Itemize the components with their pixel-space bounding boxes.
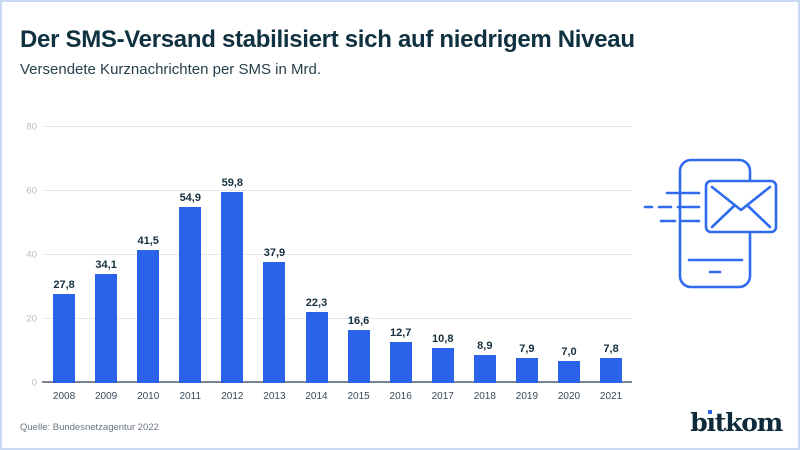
envelope-lower-folds-icon xyxy=(710,204,772,229)
bar-value-label: 7,8 xyxy=(603,343,619,356)
bar xyxy=(53,294,76,383)
bar-column: 27,8 2008 xyxy=(43,127,85,402)
x-tick-label: 2020 xyxy=(557,391,581,402)
grid-line xyxy=(43,126,632,127)
bar xyxy=(95,273,118,383)
bars: 27,8 2008 34,1 2009 41,5 2010 54,9 2011 59,8 2012… xyxy=(43,127,632,402)
bar-value-label: 16,6 xyxy=(347,314,370,327)
bar-column: 37,9 2013 xyxy=(253,127,295,402)
x-tick-label: 2018 xyxy=(473,391,496,402)
x-tick-label: 2021 xyxy=(599,391,623,402)
envelope-outline-icon xyxy=(704,179,778,234)
bar-column: 12,7 2016 xyxy=(380,127,422,402)
bar-value-label: 37,9 xyxy=(263,246,286,259)
x-axis-line xyxy=(42,381,632,383)
bar xyxy=(137,250,160,383)
source-note: Quelle: Bundesnetzagentur 2022 xyxy=(20,422,159,433)
bar-column: 7,0 2020 xyxy=(548,127,590,402)
bar-column: 34,1 2009 xyxy=(85,127,127,402)
x-tick-label: 2014 xyxy=(305,391,328,402)
x-tick-label: 2008 xyxy=(52,391,76,402)
bar-value-label: 12,7 xyxy=(389,327,412,340)
bar xyxy=(263,261,286,383)
x-tick-label: 2009 xyxy=(94,391,118,402)
x-tick-label: 2015 xyxy=(347,391,370,402)
bar xyxy=(515,357,538,383)
bar xyxy=(179,207,202,383)
bar-column: 54,9 2011 xyxy=(169,127,211,402)
y-tick-label: 80 xyxy=(26,121,37,133)
x-tick-label: 2013 xyxy=(263,391,286,402)
bar-column: 22,3 2014 xyxy=(295,127,337,402)
x-tick-label: 2019 xyxy=(515,391,539,402)
bar-column: 41,5 2010 xyxy=(127,127,169,402)
bar-column: 7,9 2019 xyxy=(506,127,548,402)
x-tick-label: 2017 xyxy=(431,391,454,402)
bar xyxy=(431,348,454,383)
bar-value-label: 22,3 xyxy=(305,296,328,309)
bar-column: 10,8 2017 xyxy=(422,127,464,402)
bitkom-logo: bı tkom xyxy=(690,408,783,437)
bar-column: 7,8 2021 xyxy=(590,127,632,402)
bar xyxy=(347,329,370,383)
bar-column: 8,9 2018 xyxy=(464,127,506,402)
bar xyxy=(557,360,580,383)
bar-value-label: 7,0 xyxy=(561,345,577,358)
bar-value-label: 7,9 xyxy=(519,342,535,355)
bar-value-label: 54,9 xyxy=(179,192,201,205)
bar-value-label: 27,8 xyxy=(53,279,75,292)
x-tick-label: 2011 xyxy=(179,391,202,402)
x-tick-label: 2016 xyxy=(389,391,412,402)
bar-column: 16,6 2015 xyxy=(338,127,380,402)
plot-area: 0 20 40 60 80 27,8 2008 34,1 2009 41,5 2010 54,9 201… xyxy=(26,122,632,402)
bar-value-label: 8,9 xyxy=(477,339,493,352)
x-tick-label: 2012 xyxy=(221,391,244,402)
bar-value-label: 41,5 xyxy=(137,235,159,248)
bar xyxy=(305,311,328,383)
bar-value-label: 10,8 xyxy=(432,333,454,346)
page-title: Der SMS-Versand stabilisiert sich auf ni… xyxy=(20,26,635,53)
speed-lines-icon xyxy=(643,191,701,223)
bar-value-label: 59,8 xyxy=(221,176,244,189)
logo-i: ı xyxy=(706,408,716,437)
y-tick-label: 0 xyxy=(31,377,37,389)
bar-value-label: 34,1 xyxy=(95,258,117,271)
grid-line xyxy=(43,254,632,255)
x-tick-label: 2010 xyxy=(137,391,160,402)
y-tick-label: 20 xyxy=(26,313,37,325)
sms-phone-icon xyxy=(643,158,778,289)
page-subtitle: Versendete Kurznachrichten per SMS in Mr… xyxy=(20,61,321,78)
bar xyxy=(473,354,496,383)
bar xyxy=(600,358,623,383)
envelope-flap-icon xyxy=(710,185,772,212)
bar xyxy=(221,191,244,383)
grid-line xyxy=(43,190,632,191)
bar xyxy=(389,342,412,383)
logo-i-dot xyxy=(708,409,713,414)
y-tick-label: 60 xyxy=(26,185,37,197)
y-tick-label: 40 xyxy=(26,249,37,261)
bar-column: 59,8 2012 xyxy=(211,127,253,402)
grid-line xyxy=(43,318,632,319)
